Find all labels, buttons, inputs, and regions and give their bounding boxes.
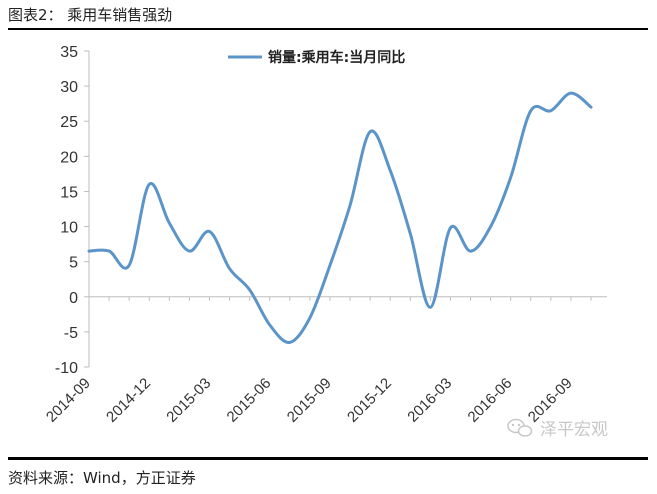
x-tick-label: 2016-06 <box>465 375 516 426</box>
wechat-icon <box>507 418 533 437</box>
series-group <box>87 91 593 344</box>
x-tick-label: 2014-12 <box>103 375 154 426</box>
y-tick-label: 15 <box>60 184 78 201</box>
data-point-2014-12 <box>147 182 151 186</box>
bottom-rule <box>8 457 648 460</box>
x-axis: 2014-09 2014-12 2015-03 2015-06 2015-09 2015-… <box>43 296 607 426</box>
data-point-2014-11 <box>127 263 131 267</box>
x-tick-label: 2015-06 <box>224 375 275 426</box>
y-tick-label: 10 <box>60 220 78 237</box>
data-point-2014-10 <box>107 249 111 253</box>
legend: 销量:乘用车:当月同比 <box>228 49 405 66</box>
data-point-2016-04 <box>469 249 473 253</box>
x-tick-label: 2016-09 <box>525 375 576 426</box>
data-point-2016-07 <box>529 109 533 113</box>
data-point-2015-01 <box>167 221 171 225</box>
data-point-2015-08 <box>308 316 312 320</box>
data-point-2015-09 <box>328 263 332 267</box>
data-point-2015-05 <box>248 288 252 292</box>
data-point-2015-03 <box>207 229 211 233</box>
data-point-2015-11 <box>368 130 372 134</box>
y-tick-label: 5 <box>69 255 78 272</box>
data-point-2016-01 <box>408 232 412 236</box>
top-rule <box>8 28 648 30</box>
y-tick-label: -10 <box>55 360 78 377</box>
y-axis: -10 -5 0 5 10 15 20 25 30 35 <box>55 44 90 377</box>
data-point-2016-05 <box>489 225 493 229</box>
watermark: 泽平宏观 <box>507 418 608 440</box>
data-point-2016-10 <box>589 105 593 109</box>
watermark-text: 泽平宏观 <box>540 420 608 440</box>
series-line <box>87 91 593 344</box>
data-point-2016-06 <box>509 175 513 179</box>
y-tick-label: 25 <box>60 114 78 131</box>
data-point-2015-02 <box>187 249 191 253</box>
source-note: 资料来源：Wind，方正证券 <box>8 469 196 487</box>
x-tick-label: 2014-09 <box>43 375 94 426</box>
figure-caption: 图表2： 乘用车销售强劲 <box>8 6 173 24</box>
data-point-2016-03 <box>448 226 452 230</box>
legend-label: 销量:乘用车:当月同比 <box>268 49 405 66</box>
data-point-2016-02 <box>428 305 432 309</box>
x-tick-label: 2015-03 <box>163 375 214 426</box>
data-point-2015-10 <box>348 203 352 207</box>
y-tick-label: 35 <box>60 44 78 61</box>
data-point-2015-12 <box>388 168 392 172</box>
data-point-2014-09 <box>87 249 91 253</box>
y-tick-label: 20 <box>60 149 78 166</box>
y-tick-label: 0 <box>69 290 78 307</box>
x-tick-label: 2016-03 <box>404 375 455 426</box>
data-point-2016-08 <box>549 109 553 113</box>
y-tick-label: -5 <box>64 325 78 342</box>
x-tick-label: 2015-09 <box>284 375 335 426</box>
data-point-2015-04 <box>228 267 232 271</box>
x-tick-label: 2015-12 <box>344 375 395 426</box>
data-point-2016-09 <box>569 91 573 95</box>
y-tick-label: 30 <box>60 79 78 96</box>
data-point-2015-07 <box>288 340 292 344</box>
data-point-2015-06 <box>268 323 272 327</box>
